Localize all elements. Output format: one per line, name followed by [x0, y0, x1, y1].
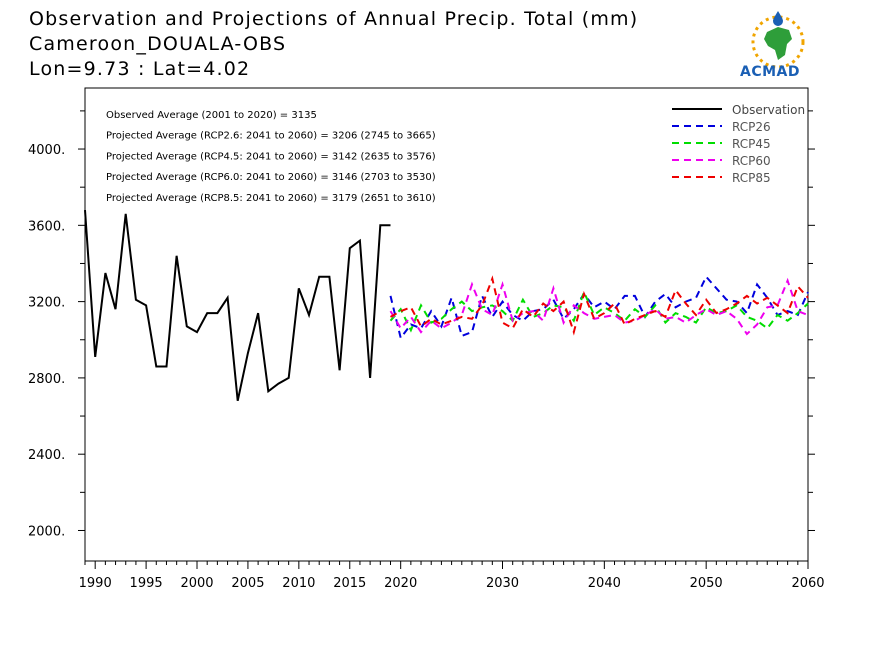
- annotation-line: Projected Average (RCP6.0: 2041 to 2060)…: [106, 172, 436, 183]
- series-line-rcp45: [389, 289, 809, 333]
- plot-frame: [84, 87, 809, 562]
- x-axis-tick-labels: 1990 1995 2000 2005 2010 2015 2020 2030 2040 2050…: [79, 576, 825, 591]
- y-tick-label: 2000.: [28, 524, 65, 539]
- acmad-logo-text: ACMAD: [740, 64, 800, 80]
- axis-ticks: [78, 110, 815, 569]
- annotation-line: Projected Average (RCP4.5: 2041 to 2060)…: [106, 151, 436, 162]
- acmad-logo: [751, 11, 805, 69]
- annotation-line: Observed Average (2001 to 2020) = 3135: [106, 110, 317, 121]
- x-tick-label: 2000: [180, 576, 213, 591]
- y-tick-label: 2400.: [28, 448, 65, 463]
- x-tick-label: 2020: [384, 576, 417, 591]
- series-lines: [84, 210, 809, 402]
- y-axis-tick-labels: 2000. 2400. 2800. 3200. 3600. 4000.: [28, 143, 65, 539]
- x-tick-label: 2050: [690, 576, 723, 591]
- x-tick-label: 1990: [79, 576, 112, 591]
- station-coordinates: Lon=9.73 : Lat=4.02: [29, 58, 251, 80]
- series-line-rcp85: [390, 275, 809, 336]
- legend-label-observation: Observation: [732, 103, 805, 117]
- legend-label-rcp60: RCP60: [732, 154, 771, 168]
- x-tick-label: 1995: [130, 576, 163, 591]
- x-tick-label: 2030: [486, 576, 519, 591]
- chart-legend: Observation RCP26 RCP45 RCP60 RCP85: [672, 103, 805, 185]
- x-tick-label: 2060: [791, 576, 824, 591]
- annotation-line: Projected Average (RCP8.5: 2041 to 2060)…: [106, 193, 436, 204]
- y-tick-label: 3200.: [28, 296, 65, 311]
- chart-annotations: Observed Average (2001 to 2020) = 3135 Pr…: [106, 110, 436, 204]
- y-tick-label: 2800.: [28, 372, 65, 387]
- x-tick-label: 2015: [333, 576, 366, 591]
- x-tick-label: 2005: [231, 576, 264, 591]
- y-tick-label: 3600.: [28, 219, 65, 234]
- legend-label-rcp26: RCP26: [732, 120, 771, 134]
- chart-title: Observation and Projections of Annual Pr…: [29, 8, 639, 30]
- legend-label-rcp85: RCP85: [732, 171, 771, 185]
- station-name: Cameroon_DOUALA-OBS: [29, 33, 287, 55]
- y-tick-label: 4000.: [28, 143, 65, 158]
- x-tick-label: 2010: [282, 576, 315, 591]
- annotation-line: Projected Average (RCP2.6: 2041 to 2060)…: [106, 131, 436, 142]
- series-line-rcp26: [389, 275, 809, 341]
- series-line-observation: [84, 210, 391, 402]
- x-tick-label: 2040: [588, 576, 621, 591]
- legend-label-rcp45: RCP45: [732, 137, 771, 151]
